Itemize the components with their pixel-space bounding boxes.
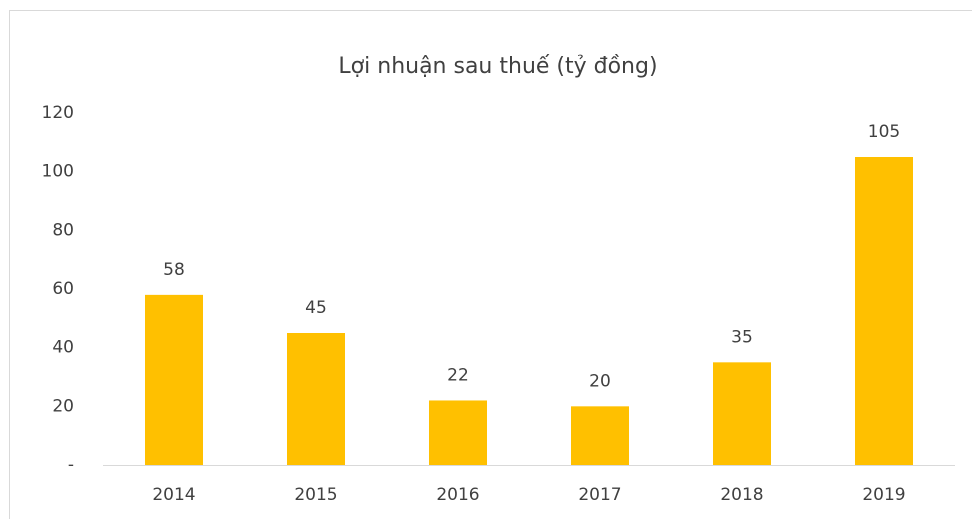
x-tick-label: 2014	[152, 485, 195, 505]
bar	[713, 362, 771, 465]
bar	[145, 294, 203, 465]
chart-title: Lợi nhuận sau thuế (tỷ đồng)	[338, 54, 657, 79]
data-label: 35	[731, 327, 753, 347]
x-tick-label: 2018	[720, 485, 763, 505]
y-tick-label: 60	[52, 279, 74, 299]
bar	[855, 157, 913, 465]
x-tick-label: 2015	[294, 485, 337, 505]
data-label: 58	[163, 260, 185, 280]
y-tick-label: -	[68, 455, 74, 475]
data-label: 105	[868, 122, 900, 142]
data-label: 45	[305, 298, 327, 318]
y-tick-label: 40	[52, 338, 74, 358]
x-tick-label: 2017	[578, 485, 621, 505]
y-tick-label: 100	[42, 162, 74, 182]
data-label: 22	[447, 365, 469, 385]
x-tick-label: 2016	[436, 485, 479, 505]
y-tick-label: 20	[52, 396, 74, 416]
y-tick-label: 120	[42, 103, 74, 123]
bar	[429, 400, 487, 465]
data-label: 20	[589, 371, 611, 391]
bar	[287, 333, 345, 465]
x-tick-label: 2019	[862, 485, 905, 505]
bar	[571, 406, 629, 465]
y-tick-label: 80	[52, 220, 74, 240]
